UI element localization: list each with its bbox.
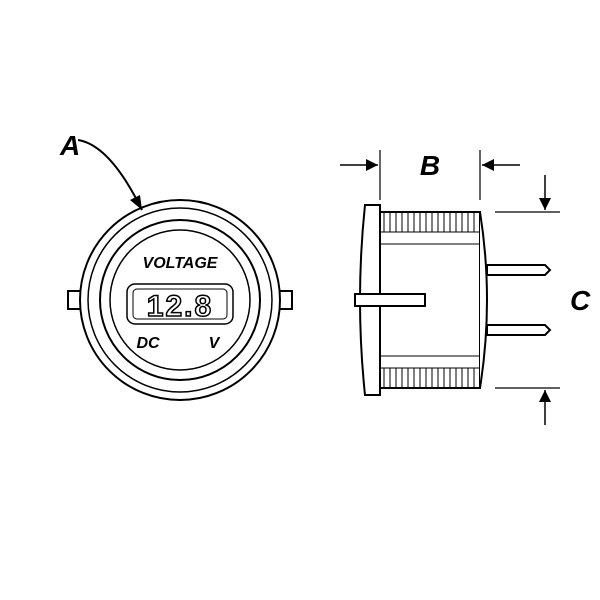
side-view (355, 205, 550, 395)
label-a-callout: A (59, 130, 142, 210)
label-a: A (59, 130, 80, 161)
voltage-label: VOLTAGE (143, 255, 219, 272)
label-b: B (420, 150, 440, 181)
front-view: VOLTAGE DC V 12.8 (68, 200, 292, 400)
label-c: C (570, 285, 591, 316)
dc-label: DC (136, 335, 160, 352)
voltmeter-diagram: VOLTAGE DC V 12.8 A (0, 0, 600, 600)
v-label: V (209, 335, 221, 352)
dimension-c: C (495, 175, 591, 425)
lcd-value: 12.8 (147, 290, 213, 323)
dimension-b: B (340, 150, 520, 200)
